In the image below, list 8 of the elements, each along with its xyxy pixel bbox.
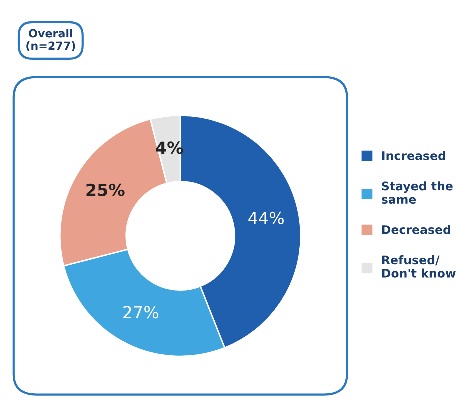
legend-label: Increased <box>382 151 446 160</box>
data-label: 25% <box>86 184 125 196</box>
legend-label: Refused/ Don't know <box>382 256 456 278</box>
legend-label: Decreased <box>382 225 450 234</box>
data-label: 44% <box>248 212 284 225</box>
data-label: 27% <box>124 306 159 319</box>
legend-label: Stayed the same <box>382 182 453 204</box>
chart-title: Overall (n=277) <box>26 29 76 52</box>
